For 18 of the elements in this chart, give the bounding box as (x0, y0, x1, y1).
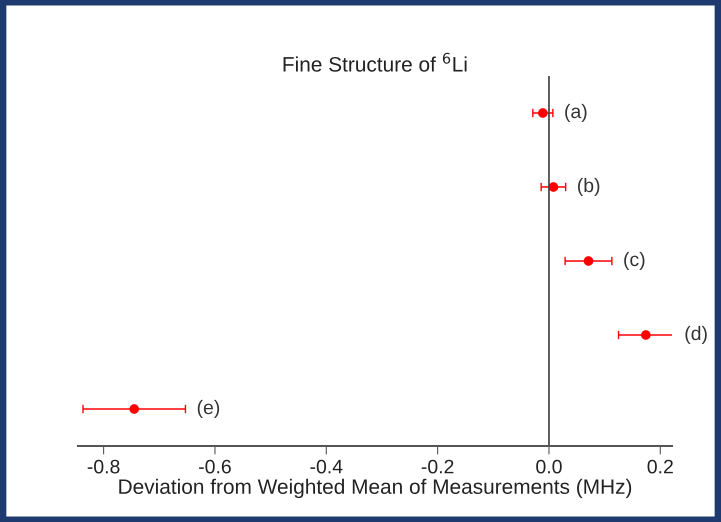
annotation: (a) (565, 104, 587, 122)
x-tick-label: -0.4 (310, 460, 342, 474)
point (129, 404, 140, 414)
text: (d) (685, 326, 707, 344)
annotation: (e) (198, 400, 220, 418)
point (548, 182, 558, 192)
x-tick-label: -0.8 (88, 460, 120, 474)
x-tick-label: 0.2 (648, 460, 673, 474)
x-tick-label: 0.0 (536, 460, 562, 474)
annotation: (b) (578, 178, 600, 196)
point (640, 330, 651, 340)
point (538, 108, 548, 118)
point (584, 256, 594, 266)
chart-title: Fine Structure of $^{6}$Li (284, 52, 467, 72)
x-tick-label: -0.2 (422, 460, 454, 474)
annotation: (c) (624, 252, 644, 270)
x-axis-title: Deviation from Weighted Mean of Measurements (MHz) (119, 478, 632, 498)
x-tick-label: -0.6 (199, 460, 231, 474)
